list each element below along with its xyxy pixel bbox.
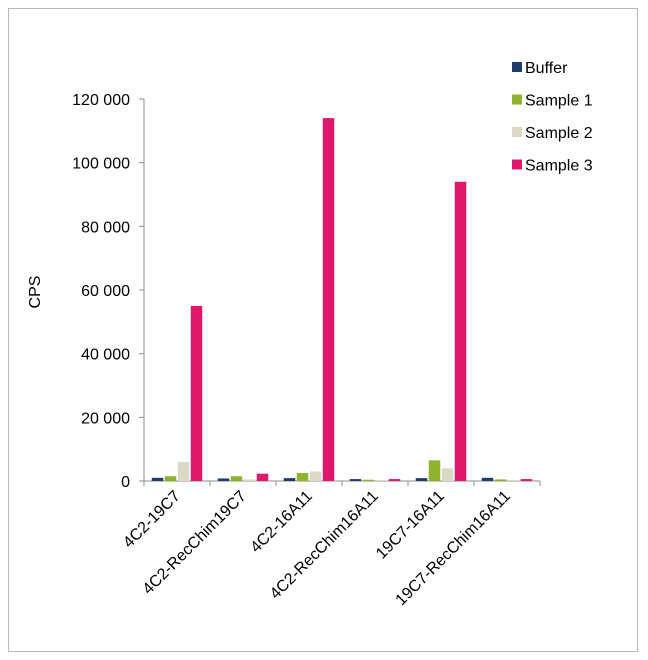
legend-label: Sample 3 bbox=[525, 158, 593, 175]
bar-sample-1 bbox=[362, 479, 375, 481]
legend: Buffer Sample 1 Sample 2 Sample 3 bbox=[512, 60, 593, 175]
bars bbox=[151, 118, 533, 481]
bar-sample-2 bbox=[243, 479, 256, 481]
y-tick-label: 120 000 bbox=[72, 92, 130, 109]
bar-sample-3 bbox=[190, 305, 203, 481]
bar-buffer bbox=[283, 478, 296, 481]
bar-sample-3 bbox=[520, 479, 533, 481]
legend-label: Buffer bbox=[525, 60, 568, 77]
y-axis-label: CPS bbox=[27, 276, 44, 309]
legend-label: Sample 1 bbox=[525, 93, 593, 110]
x-tick-label: 19C7-16A11 bbox=[373, 488, 448, 563]
legend-swatch bbox=[512, 62, 522, 72]
bar-buffer bbox=[349, 479, 362, 481]
y-tick-label: 100 000 bbox=[72, 156, 130, 173]
bar-sample-1 bbox=[230, 476, 243, 481]
bar-buffer bbox=[415, 478, 428, 481]
x-tick-label: 4C2-16A11 bbox=[247, 488, 315, 556]
bar-sample-1 bbox=[296, 473, 309, 481]
x-tick-labels: 4C2-19C74C2-RecChim19C74C2-16A114C2-RecC… bbox=[120, 488, 514, 609]
bar-sample-2 bbox=[507, 480, 520, 481]
legend-swatch bbox=[512, 94, 522, 105]
bar-sample-1 bbox=[428, 460, 441, 481]
bar-sample-1 bbox=[494, 479, 507, 481]
bar-sample-2 bbox=[309, 471, 322, 481]
x-tick-label: 4C2-19C7 bbox=[120, 488, 184, 552]
y-tick-labels: 0 20 000 40 000 60 000 80 000 100 000 120 000 bbox=[72, 92, 130, 491]
bar-buffer bbox=[217, 478, 230, 481]
bar-sample-2 bbox=[441, 468, 454, 481]
x-tick-label: 4C2-RecChim16A11 bbox=[267, 488, 382, 603]
legend-swatch bbox=[512, 159, 522, 170]
bar-sample-2 bbox=[375, 480, 388, 481]
legend-swatch bbox=[512, 127, 522, 137]
axes bbox=[139, 98, 541, 486]
bar-sample-3 bbox=[256, 473, 269, 481]
y-tick-label: 0 bbox=[121, 474, 130, 491]
legend-label: Sample 2 bbox=[525, 125, 593, 142]
y-tick-label: 20 000 bbox=[81, 410, 130, 427]
y-tick-label: 80 000 bbox=[81, 219, 130, 236]
bar-sample-3 bbox=[322, 118, 335, 481]
bar-sample-3 bbox=[454, 181, 467, 481]
bar-sample-3 bbox=[388, 479, 401, 481]
bar-sample-2 bbox=[177, 461, 190, 481]
y-tick-label: 60 000 bbox=[81, 283, 130, 300]
bar-buffer bbox=[481, 477, 494, 481]
x-tick-label: 19C7-RecChim16A11 bbox=[393, 488, 514, 609]
y-tick-label: 40 000 bbox=[81, 347, 130, 364]
bar-sample-1 bbox=[164, 476, 177, 481]
bar-buffer bbox=[151, 477, 164, 481]
